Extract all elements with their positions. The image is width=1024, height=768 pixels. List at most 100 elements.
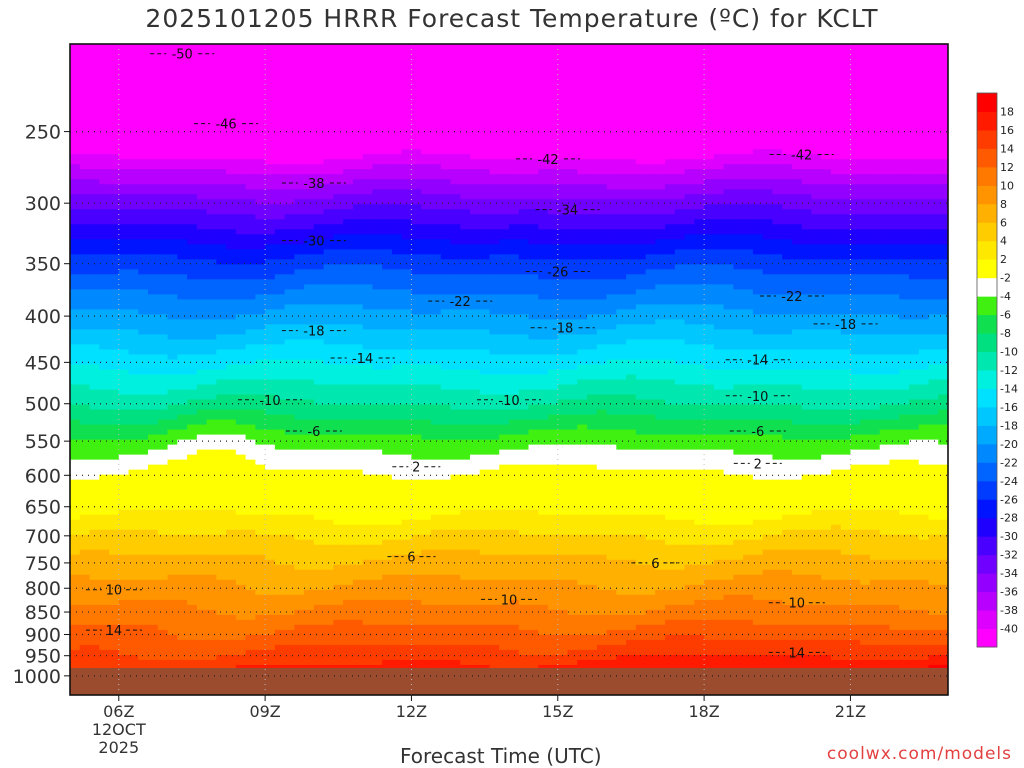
field-cell xyxy=(811,114,822,120)
field-cell xyxy=(255,299,266,306)
field-cell xyxy=(811,169,822,175)
field-cell xyxy=(791,164,803,170)
field-cell xyxy=(528,114,540,120)
field-cell xyxy=(333,134,344,140)
field-cell xyxy=(265,144,276,150)
field-cell xyxy=(684,114,696,120)
field-cell xyxy=(577,79,588,85)
field-cell xyxy=(187,104,198,110)
field-cell xyxy=(70,204,81,211)
field-cell xyxy=(294,259,305,266)
field-cell xyxy=(79,169,91,175)
field-cell xyxy=(752,244,764,251)
field-cell xyxy=(684,289,696,296)
field-cell xyxy=(587,229,598,236)
field-cell xyxy=(538,214,549,221)
field-cell xyxy=(274,174,286,181)
field-cell xyxy=(665,219,676,226)
field-cell xyxy=(674,224,686,231)
field-cell xyxy=(469,59,481,65)
field-cell xyxy=(284,309,296,316)
field-cell xyxy=(450,169,462,175)
field-cell xyxy=(830,259,842,266)
field-cell xyxy=(274,209,286,216)
field-cell xyxy=(733,89,744,95)
field-cell xyxy=(626,284,637,291)
field-cell xyxy=(869,94,881,100)
field-cell xyxy=(89,219,101,226)
field-cell xyxy=(655,259,666,266)
field-cell xyxy=(860,169,871,175)
field-cell xyxy=(918,204,930,211)
field-cell xyxy=(226,134,237,140)
field-cell xyxy=(274,64,286,70)
field-cell xyxy=(567,109,579,115)
field-cell xyxy=(440,169,452,175)
field-cell xyxy=(860,279,871,286)
field-cell xyxy=(216,314,227,321)
field-cell xyxy=(294,254,305,261)
field-cell xyxy=(79,289,91,296)
field-cell xyxy=(801,259,813,266)
field-cell xyxy=(733,104,744,110)
field-cell xyxy=(499,274,510,281)
field-cell xyxy=(684,299,696,306)
field-cell xyxy=(89,69,101,75)
field-cell xyxy=(294,94,305,100)
field-cell xyxy=(509,239,520,246)
field-cell xyxy=(421,189,432,196)
field-cell xyxy=(918,194,930,201)
field-cell xyxy=(294,199,305,206)
field-cell xyxy=(313,234,325,241)
field-cell xyxy=(684,219,696,226)
field-cell xyxy=(89,124,101,130)
field-cell xyxy=(70,269,81,276)
field-cell xyxy=(518,239,530,246)
field-cell xyxy=(138,279,149,286)
field-cell xyxy=(469,239,481,246)
field-cell xyxy=(723,94,735,100)
field-cell xyxy=(509,149,520,155)
field-cell xyxy=(567,299,579,306)
field-cell xyxy=(938,274,948,281)
field-cell xyxy=(440,64,452,70)
field-cell xyxy=(89,49,101,55)
field-cell xyxy=(401,239,413,246)
field-cell xyxy=(148,264,159,271)
field-cell xyxy=(684,224,696,231)
field-cell xyxy=(655,309,666,316)
field-cell xyxy=(635,199,647,206)
field-cell xyxy=(157,134,169,140)
field-cell xyxy=(469,124,481,130)
field-cell xyxy=(733,254,744,261)
field-cell xyxy=(928,244,940,251)
field-cell xyxy=(938,284,948,291)
field-cell xyxy=(548,309,559,316)
field-cell xyxy=(743,219,754,226)
field-cell xyxy=(655,269,666,276)
field-cell xyxy=(450,229,462,236)
field-cell xyxy=(733,74,744,80)
field-cell xyxy=(421,89,432,95)
field-cell xyxy=(694,174,705,181)
field-cell xyxy=(713,114,725,120)
field-cell xyxy=(411,189,422,196)
field-cell xyxy=(138,134,149,140)
field-cell xyxy=(118,174,130,181)
field-cell xyxy=(430,194,442,201)
field-cell xyxy=(772,124,783,130)
field-cell xyxy=(245,99,257,105)
field-cell xyxy=(362,224,374,231)
field-cell xyxy=(372,319,383,326)
field-cell xyxy=(752,109,764,115)
field-cell xyxy=(821,224,832,231)
field-cell xyxy=(187,309,198,316)
field-cell xyxy=(362,164,374,170)
field-cell xyxy=(313,134,325,140)
field-cell xyxy=(167,299,179,306)
field-cell xyxy=(528,279,540,286)
field-cell xyxy=(177,279,188,286)
field-cell xyxy=(869,64,881,70)
field-cell xyxy=(226,124,237,130)
field-cell xyxy=(382,294,393,301)
